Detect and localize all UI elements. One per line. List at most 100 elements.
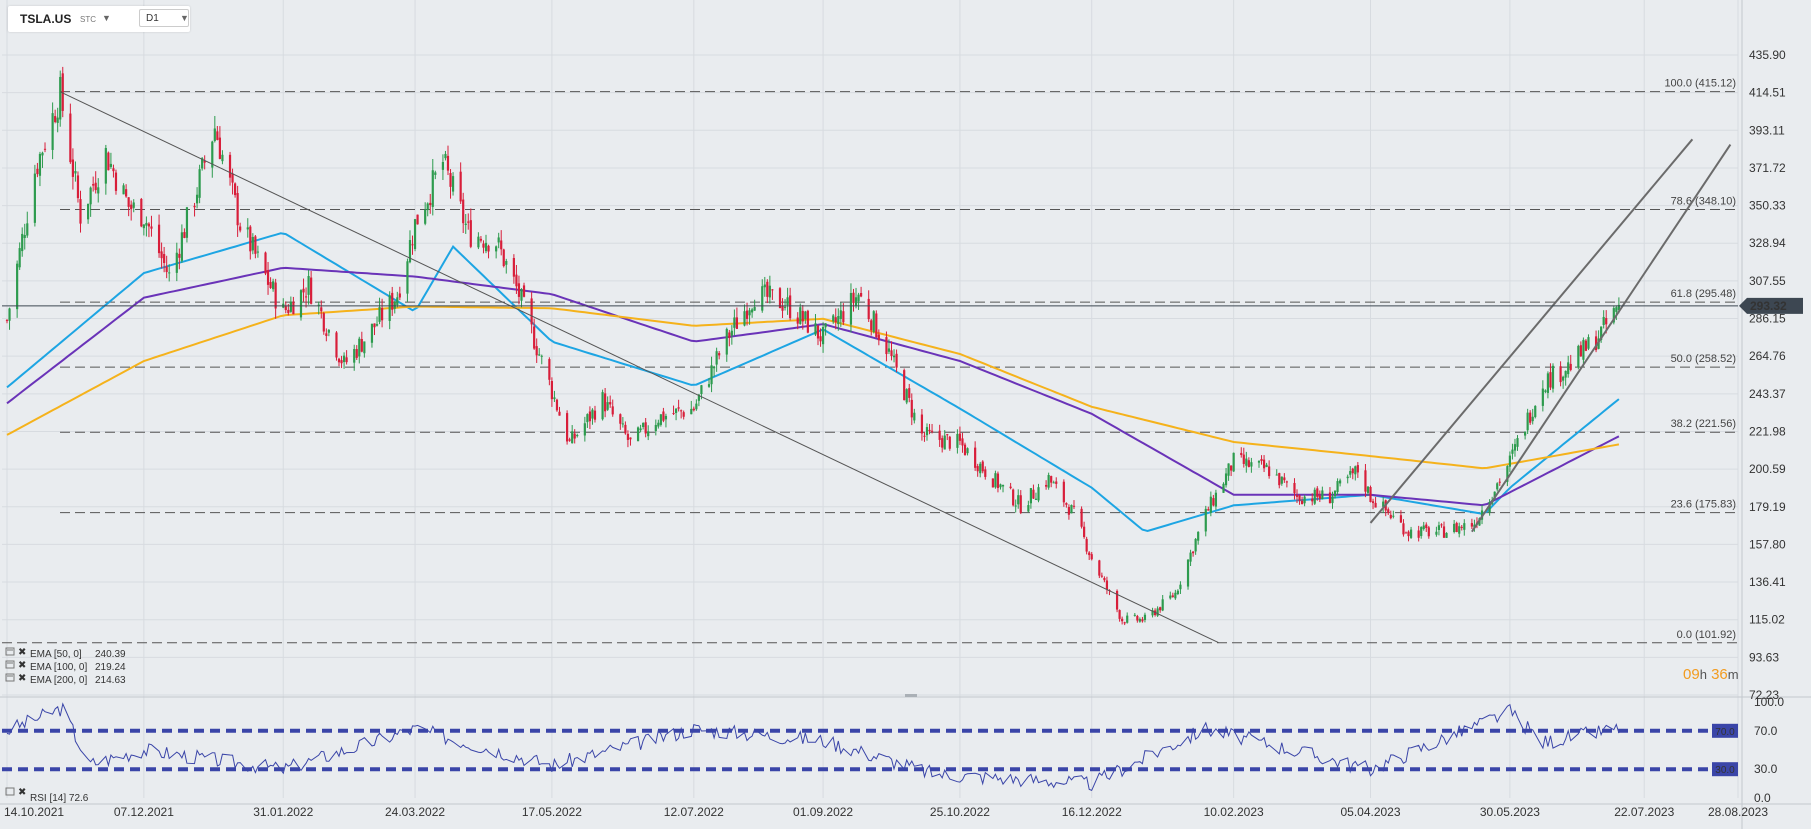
candle [814, 323, 817, 335]
candle [71, 159, 74, 177]
candle [1136, 616, 1139, 621]
candle [1420, 527, 1423, 537]
candle [735, 317, 739, 329]
candle [821, 326, 825, 345]
candle [1103, 577, 1106, 581]
rsi-y-tick-label: 0.0 [1754, 791, 1771, 805]
remove-icon[interactable]: ✖ [18, 660, 26, 671]
trendline-downtrend[interactable] [60, 91, 1219, 644]
candle [198, 169, 201, 198]
candle [358, 338, 361, 357]
candle [299, 290, 303, 318]
trendline-channel-upper[interactable] [1369, 138, 1694, 524]
remove-icon[interactable]: ✖ [18, 647, 26, 658]
indicator-settings-icon[interactable] [5, 787, 15, 796]
candle [725, 328, 728, 355]
candle [272, 281, 275, 290]
remove-icon[interactable]: ✖ [18, 787, 26, 798]
candle [327, 329, 330, 333]
candle [1159, 607, 1162, 611]
timeframe-label: D1 [146, 13, 159, 24]
candle [43, 148, 47, 150]
candle [1331, 496, 1334, 504]
candle [593, 410, 597, 420]
indicator-settings-icon[interactable] [5, 673, 15, 682]
candle [396, 297, 399, 305]
fib-level-label: 50.0 (258.52) [1671, 353, 1736, 365]
candle [910, 399, 913, 418]
candle [380, 307, 384, 321]
trendline-channel-lower[interactable] [1471, 144, 1732, 533]
candle [639, 428, 642, 431]
indicator-settings-icon[interactable] [5, 647, 15, 656]
symbol-selector[interactable]: TSLA.US STC ▼ D1 ▼ [8, 6, 190, 32]
candle [462, 199, 465, 224]
candle [5, 320, 9, 322]
candle [768, 285, 771, 298]
candle [1442, 526, 1446, 538]
candle [1298, 495, 1301, 501]
candle [109, 163, 113, 167]
candle [806, 310, 809, 333]
candle [185, 207, 189, 238]
candle [1602, 316, 1605, 325]
candle [1245, 458, 1248, 466]
candle [482, 243, 485, 248]
candle [1559, 366, 1562, 383]
candle [125, 189, 128, 197]
ema-line-50[interactable] [6, 232, 1620, 533]
candle [1374, 502, 1377, 508]
candle [1085, 538, 1088, 552]
x-tick-label: 12.07.2022 [664, 805, 724, 819]
candle [41, 152, 44, 156]
candle [1280, 476, 1283, 484]
candle [664, 415, 668, 420]
candle [1524, 431, 1527, 436]
candle [355, 349, 358, 358]
candle [1409, 529, 1413, 538]
candle [1045, 484, 1048, 487]
pane-resize-handle[interactable] [905, 694, 917, 697]
candle [479, 238, 483, 241]
candle [1083, 526, 1086, 538]
candle [1404, 532, 1408, 534]
candle [1012, 489, 1015, 506]
candle [1257, 460, 1261, 463]
candle [895, 353, 898, 368]
candle [163, 254, 166, 263]
candle [1584, 340, 1588, 351]
rsi-line[interactable] [6, 702, 1620, 792]
candle [751, 309, 754, 313]
candle [984, 469, 987, 477]
price-tag-shape [1739, 297, 1803, 314]
candle [1508, 455, 1512, 467]
y-tick-label: 115.02 [1749, 613, 1785, 627]
candle [424, 209, 427, 224]
candle [961, 438, 964, 446]
candle [515, 274, 518, 287]
timeframe-selector[interactable]: D1 ▼ [139, 9, 189, 27]
x-axis-ticks: 14.10.2021 07.12.2021 31.01.2022 24.03.2022… [4, 805, 1768, 819]
candle [832, 315, 835, 322]
candle [289, 301, 292, 312]
candles [5, 66, 1620, 626]
ema-legend-value: 240.39 [95, 649, 126, 660]
candle [254, 236, 257, 254]
candle [604, 393, 607, 412]
candle [1293, 482, 1296, 494]
candle [913, 412, 916, 421]
countdown-hours-unit: h [1699, 667, 1707, 682]
indicator-settings-icon[interactable] [5, 660, 15, 669]
x-tick-label: 30.05.2023 [1480, 805, 1540, 819]
candle [1080, 508, 1083, 527]
remove-icon[interactable]: ✖ [18, 673, 26, 684]
candle [540, 355, 543, 357]
candle [824, 323, 827, 328]
candle [495, 246, 498, 252]
candle [1174, 592, 1177, 599]
chevron-down-icon[interactable]: ▼ [102, 13, 111, 23]
ema-line-100[interactable] [6, 266, 1620, 507]
candle [1227, 463, 1230, 476]
